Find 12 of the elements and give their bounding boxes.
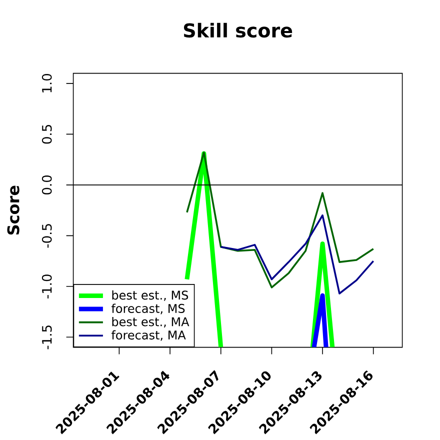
legend-label: forecast, MS (111, 304, 185, 314)
chart-title: Skill score (184, 22, 292, 38)
y-tick-label: 0.5 (42, 124, 52, 144)
y-tick-label: 0.0 (42, 175, 52, 194)
y-tick-label: 1.0 (42, 74, 52, 92)
legend-label: forecast, MA (111, 330, 186, 341)
y-axis-title: Score (7, 186, 20, 235)
legend-label: best est., MS (112, 290, 188, 301)
y-tick-label: -0.5 (42, 224, 52, 248)
legend-label: best est., MA (112, 316, 190, 328)
y-tick-label: -1.5 (42, 326, 52, 350)
y-tick-label: -1.0 (42, 274, 52, 298)
